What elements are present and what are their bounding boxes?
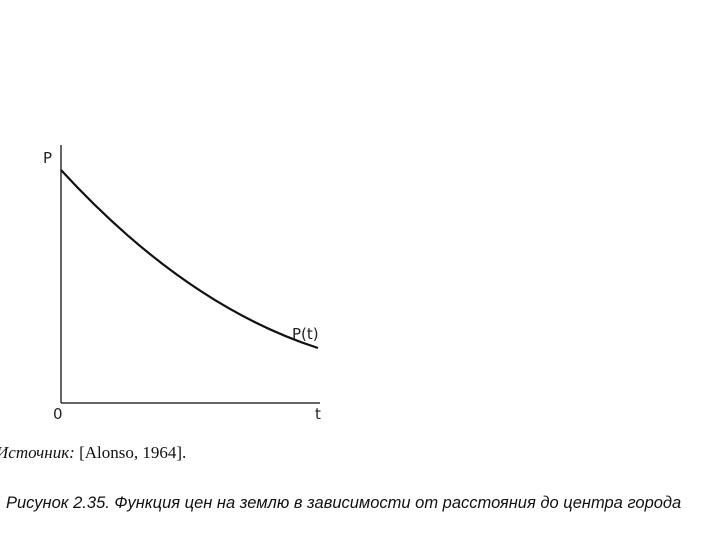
source-prefix: Источник: [0, 443, 75, 462]
source: Источник: [Alonso, 1964]. [0, 443, 186, 463]
caption: Рисунок 2.35. Функция цен на землю в зав… [6, 494, 682, 512]
curve-label: P(t) [292, 325, 319, 343]
price-curve [60, 169, 319, 350]
origin-label: 0 [53, 405, 63, 423]
y-axis-label: P [43, 149, 52, 167]
source-reference: [Alonso, 1964]. [79, 443, 187, 462]
x-axis-label: t [315, 405, 321, 423]
